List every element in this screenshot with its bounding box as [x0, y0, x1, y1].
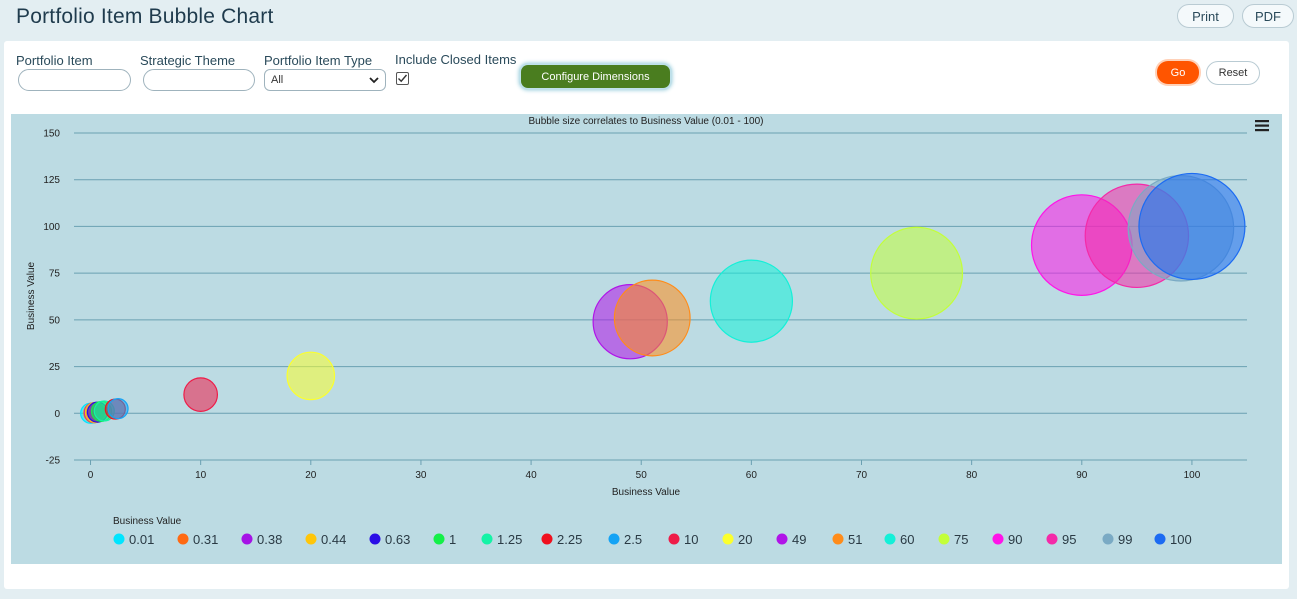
y-tick-label: 75 — [49, 269, 61, 280]
y-tick-label: 150 — [43, 129, 60, 140]
x-tick-label: 70 — [856, 470, 868, 481]
y-tick-label: 100 — [43, 222, 60, 233]
item-type-value: All — [271, 74, 284, 86]
legend-item-label[interactable]: 20 — [738, 532, 752, 547]
legend-item-label[interactable]: 95 — [1062, 532, 1076, 547]
legend-marker[interactable] — [668, 533, 680, 545]
legend-item-label[interactable]: 60 — [900, 532, 914, 547]
x-tick-label: 10 — [195, 470, 207, 481]
legend-item-label[interactable]: 10 — [684, 532, 698, 547]
include-closed-label: Include Closed Items — [395, 52, 517, 67]
legend-item-label[interactable]: 1.25 — [497, 532, 522, 547]
y-tick-label: 25 — [49, 362, 61, 373]
legend-item-label[interactable]: 49 — [792, 532, 806, 547]
legend-marker[interactable] — [177, 533, 189, 545]
legend-marker[interactable] — [1046, 533, 1058, 545]
legend-item-label[interactable]: 0.38 — [257, 532, 282, 547]
legend-item-label[interactable]: 1 — [449, 532, 456, 547]
legend-marker[interactable] — [608, 533, 620, 545]
x-tick-label: 20 — [305, 470, 317, 481]
legend-item-label[interactable]: 0.63 — [385, 532, 410, 547]
bubble-chart-svg: Bubble size correlates to Business Value… — [26, 116, 1270, 547]
x-tick-label: 30 — [415, 470, 427, 481]
y-tick-label: -25 — [46, 456, 61, 467]
reset-button[interactable]: Reset — [1206, 61, 1260, 85]
legend-item-label[interactable]: 90 — [1008, 532, 1022, 547]
hamburger-menu-icon[interactable] — [1254, 119, 1270, 133]
legend-item-label[interactable]: 0.44 — [321, 532, 346, 547]
x-axis-label: Business Value — [612, 487, 681, 498]
chart-title: Bubble size correlates to Business Value… — [529, 116, 764, 127]
legend-marker[interactable] — [541, 533, 553, 545]
x-tick-label: 40 — [526, 470, 538, 481]
bubble-20[interactable] — [286, 351, 336, 401]
legend-marker[interactable] — [992, 533, 1004, 545]
include-closed-checkbox[interactable] — [396, 72, 409, 85]
x-tick-label: 100 — [1184, 470, 1201, 481]
configure-dimensions-button[interactable]: Configure Dimensions — [521, 65, 670, 88]
item-type-label: Portfolio Item Type — [264, 53, 373, 68]
bubble-2-5[interactable] — [107, 398, 129, 420]
legend-item-label[interactable]: 0.01 — [129, 532, 154, 547]
legend-item-label[interactable]: 51 — [848, 532, 862, 547]
pdf-button[interactable]: PDF — [1242, 4, 1294, 28]
bubble-60[interactable] — [709, 259, 794, 343]
legend-marker[interactable] — [241, 533, 253, 545]
legend-item-label[interactable]: 2.25 — [557, 532, 582, 547]
legend-marker[interactable] — [481, 533, 493, 545]
strategic-theme-label: Strategic Theme — [140, 53, 236, 68]
y-axis-label: Business Value — [26, 261, 37, 330]
x-tick-label: 90 — [1076, 470, 1088, 481]
y-tick-label: 50 — [49, 315, 61, 326]
legend-marker[interactable] — [305, 533, 317, 545]
item-type-select[interactable]: All — [264, 69, 386, 91]
legend-marker[interactable] — [776, 533, 788, 545]
legend-title: Business Value — [113, 516, 182, 527]
legend-marker[interactable] — [1102, 533, 1114, 545]
check-icon — [398, 74, 408, 83]
legend-marker[interactable] — [938, 533, 950, 545]
bubble-10[interactable] — [183, 377, 219, 412]
portfolio-item-label: Portfolio Item — [16, 53, 93, 68]
legend-marker[interactable] — [1154, 533, 1166, 545]
go-button[interactable]: Go — [1157, 61, 1199, 84]
legend-item-label[interactable]: 100 — [1170, 532, 1192, 547]
portfolio-item-input[interactable] — [18, 69, 131, 91]
x-tick-label: 0 — [88, 470, 94, 481]
legend-item-label[interactable]: 2.5 — [624, 532, 642, 547]
bubble-chart: Bubble size correlates to Business Value… — [11, 114, 1282, 564]
legend-marker[interactable] — [433, 533, 445, 545]
chevron-down-icon — [369, 77, 379, 84]
x-tick-label: 60 — [746, 470, 758, 481]
strategic-theme-input[interactable] — [143, 69, 255, 91]
legend-marker[interactable] — [884, 533, 896, 545]
legend-marker[interactable] — [113, 533, 125, 545]
page-title: Portfolio Item Bubble Chart — [16, 5, 274, 28]
x-tick-label: 50 — [636, 470, 648, 481]
bubble-51[interactable] — [613, 279, 691, 357]
legend-marker[interactable] — [832, 533, 844, 545]
bubble-100[interactable] — [1138, 172, 1246, 281]
print-button[interactable]: Print — [1177, 4, 1234, 28]
legend-marker[interactable] — [722, 533, 734, 545]
legend-item-label[interactable]: 75 — [954, 532, 968, 547]
y-tick-label: 0 — [54, 409, 60, 420]
legend-item-label[interactable]: 99 — [1118, 532, 1132, 547]
legend-marker[interactable] — [369, 533, 381, 545]
bubble-75[interactable] — [870, 226, 964, 320]
x-tick-label: 80 — [966, 470, 978, 481]
legend-item-label[interactable]: 0.31 — [193, 532, 218, 547]
y-tick-label: 125 — [43, 175, 60, 186]
